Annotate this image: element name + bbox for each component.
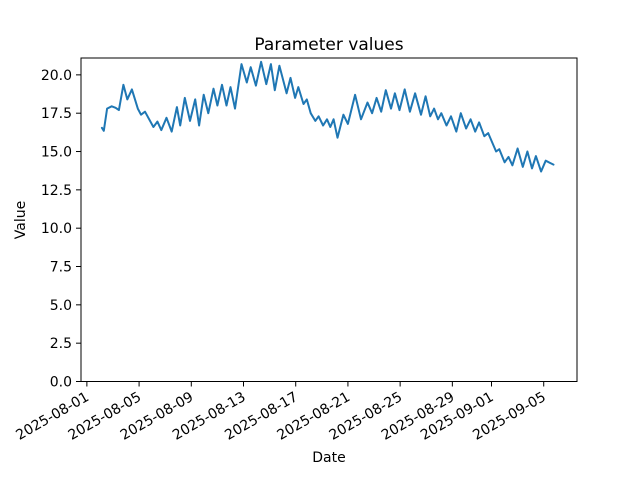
x-axis-label: Date bbox=[312, 450, 345, 466]
chart-title: Parameter values bbox=[254, 35, 403, 55]
y-tick-label: 12.5 bbox=[41, 183, 72, 199]
y-tick-label: 17.5 bbox=[41, 106, 72, 122]
y-tick-label: 7.5 bbox=[50, 260, 72, 276]
y-tick-label: 5.0 bbox=[50, 298, 72, 314]
y-axis-ticks: 0.0 2.5 5.0 7.5 10.0 12.5 15.0 17.5 20.0 bbox=[41, 68, 81, 391]
y-tick-label: 10.0 bbox=[41, 221, 72, 237]
y-tick-label: 20.0 bbox=[41, 68, 72, 84]
series-line bbox=[100, 60, 555, 173]
y-tick-label: 0.0 bbox=[50, 375, 72, 391]
y-axis-label: Value bbox=[13, 201, 29, 239]
x-axis-ticks: 2025-08-012025-08-052025-08-092025-08-13… bbox=[13, 381, 549, 444]
plot-area bbox=[80, 57, 578, 382]
y-tick-label: 15.0 bbox=[41, 145, 72, 161]
y-tick-label: 2.5 bbox=[50, 336, 72, 352]
